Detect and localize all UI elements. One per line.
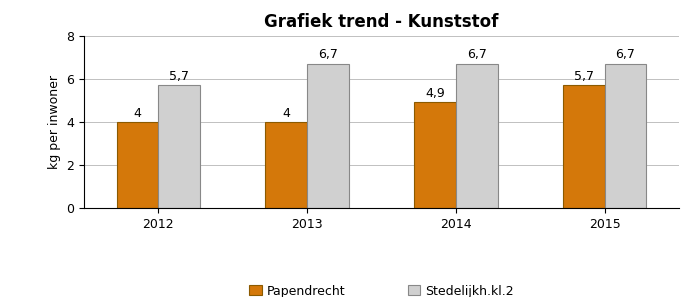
Title: Grafiek trend - Kunststof: Grafiek trend - Kunststof [265,13,498,31]
Text: 5,7: 5,7 [169,70,189,83]
Bar [307,64,349,208]
Y-axis label: kg per inwoner: kg per inwoner [48,75,61,169]
Text: 6,7: 6,7 [615,48,636,61]
Bar [158,85,200,208]
Text: 6,7: 6,7 [318,48,338,61]
Text: 4: 4 [134,107,141,120]
Bar [456,64,498,208]
Legend: Papendrecht, Stedelijkh.kl.2: Papendrecht, Stedelijkh.kl.2 [244,279,519,297]
Text: 5,7: 5,7 [574,70,594,83]
Bar [265,122,307,208]
Bar [605,64,646,208]
Text: 4,9: 4,9 [425,87,445,100]
Text: 6,7: 6,7 [467,48,486,61]
Bar [117,122,158,208]
Bar [563,85,605,208]
Text: 4: 4 [282,107,290,120]
Bar [414,102,456,208]
